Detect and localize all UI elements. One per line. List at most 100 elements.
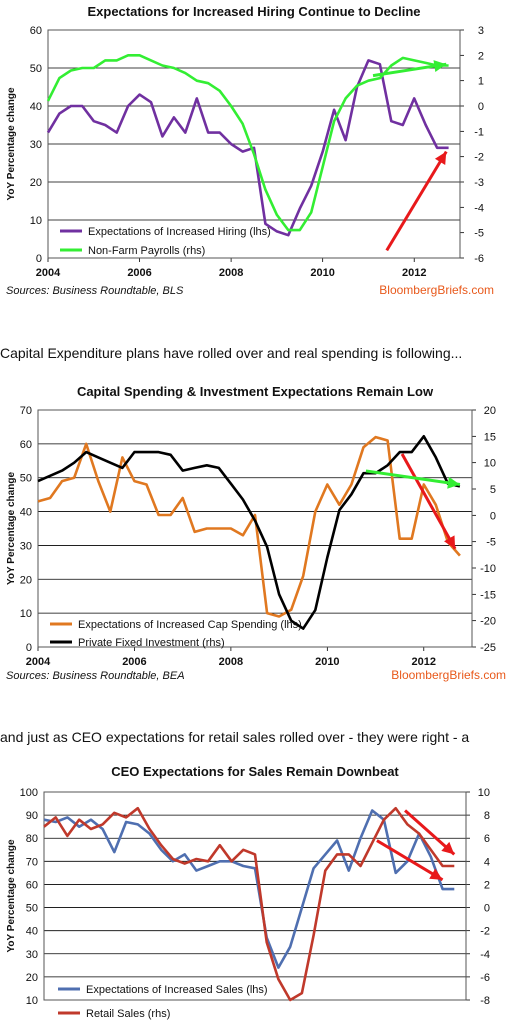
trend-arrow-0-shaft [385, 150, 448, 252]
trend-arrow-0-shaft [400, 453, 457, 550]
y-tick-label: 10 [20, 608, 32, 620]
caption-sales: and just as CEO expectations for retail … [0, 729, 470, 745]
source-note: Sources: Business Roundtable, BLS [6, 285, 184, 297]
trend-arrow-1-shaft [376, 839, 444, 882]
legend-label: Non-Farm Payrolls (rhs) [88, 245, 205, 257]
legend-label: Retail Sales (rhs) [86, 1008, 170, 1020]
y-tick-label: 90 [26, 810, 38, 822]
y2-tick-label: 10 [484, 458, 496, 470]
y-tick-label: 20 [26, 972, 38, 984]
legend-label: Expectations of Increased Sales (lhs) [86, 984, 268, 996]
y2-tick-label: -4 [480, 949, 490, 961]
y2-tick-label: -2 [480, 926, 490, 938]
y-tick-label: 30 [30, 139, 42, 151]
y-tick-label: 10 [30, 215, 42, 227]
y-axis-label: YoY Percentage change [6, 87, 17, 200]
y-tick-label: 40 [26, 926, 38, 938]
y2-tick-label: -20 [480, 616, 496, 628]
trend-arrow-0-head [441, 841, 455, 855]
y-tick-label: 40 [30, 101, 42, 113]
plot-frame [47, 29, 461, 259]
source-note: Sources: Business Roundtable, BEA [6, 670, 185, 682]
y2-tick-label: -15 [480, 589, 496, 601]
y2-tick-label: 10 [478, 787, 490, 799]
y2-tick-label: 15 [484, 431, 496, 443]
y2-tick-label: -3 [474, 177, 484, 189]
y2-tick-label: 8 [484, 810, 490, 822]
y2-tick-label: 0 [490, 510, 496, 522]
y2-tick-label: -5 [474, 228, 484, 240]
y2-tick-label: -6 [480, 972, 490, 984]
chart-title: Expectations for Increased Hiring Contin… [87, 4, 420, 19]
y2-tick-label: -6 [474, 253, 484, 265]
y-tick-label: 60 [30, 25, 42, 37]
y-tick-label: 0 [36, 253, 42, 265]
y2-tick-label: 3 [478, 25, 484, 37]
series-line-1 [46, 53, 449, 232]
trend-arrow-1-shaft [365, 469, 461, 486]
series-line-0 [46, 59, 449, 237]
x-tick-label: 2004 [36, 267, 61, 279]
chart-title: Capital Spending & Investment Expectatio… [77, 384, 434, 399]
y2-tick-label: -10 [480, 563, 496, 575]
trend-arrow-0-head [434, 151, 447, 165]
x-tick-label: 2006 [127, 267, 151, 279]
y2-tick-label: -8 [480, 995, 490, 1007]
y-tick-label: 50 [20, 473, 32, 485]
chart-title: CEO Expectations for Sales Remain Downbe… [111, 764, 399, 779]
trend-arrow-1-shaft [372, 62, 447, 78]
y-axis-label: YoY Percentage change [6, 472, 17, 585]
y2-tick-label: 2 [478, 50, 484, 62]
y-tick-label: 30 [20, 540, 32, 552]
trend-arrow-1-head [447, 476, 460, 489]
y-tick-label: 30 [26, 949, 38, 961]
legend-label: Expectations of Increased Cap Spending (… [78, 619, 302, 631]
y-tick-label: 100 [20, 787, 38, 799]
legend-label: Expectations of Increased Hiring (lhs) [88, 226, 271, 238]
chart-panel-sales: CEO Expectations for Sales Remain Downbe… [0, 760, 513, 1020]
trend-arrow-0-head [444, 535, 456, 549]
y2-tick-label: -4 [474, 202, 484, 214]
series-line-0 [37, 435, 461, 618]
series-line-1 [43, 806, 455, 1002]
series-line-0 [43, 809, 455, 969]
y2-tick-label: 0 [484, 903, 490, 915]
y-axis-label: YoY Percentage change [6, 839, 17, 952]
trend-arrow-1-head [429, 868, 443, 880]
y2-tick-label: -2 [474, 152, 484, 164]
y2-tick-label: -25 [480, 642, 496, 654]
y2-tick-label: 2 [484, 879, 490, 891]
y-tick-label: 50 [30, 63, 42, 75]
chart-panel-capex: Capital Spending & Investment Expectatio… [0, 380, 513, 690]
y2-tick-label: 0 [478, 101, 484, 113]
y2-tick-label: 5 [490, 484, 496, 496]
y-tick-label: 40 [20, 507, 32, 519]
caption-capex: Capital Expenditure plans have rolled ov… [0, 345, 463, 361]
y-tick-label: 80 [26, 833, 38, 845]
y-tick-label: 10 [26, 995, 38, 1007]
x-tick-label: 2010 [315, 656, 339, 668]
chart-panel-hiring: Expectations for Increased Hiring Contin… [0, 0, 513, 300]
hiring-chart: Expectations for Increased Hiring Contin… [6, 4, 494, 297]
capex-chart: Capital Spending & Investment Expectatio… [6, 384, 506, 682]
y2-tick-label: 4 [484, 856, 490, 868]
brand-label: BloombergBriefs.com [379, 283, 494, 297]
x-tick-label: 2008 [219, 656, 243, 668]
y-tick-label: 50 [26, 903, 38, 915]
x-tick-label: 2008 [219, 267, 243, 279]
y2-tick-label: 6 [484, 833, 490, 845]
y-tick-label: 70 [20, 405, 32, 417]
trend-arrow-1-head [433, 60, 447, 72]
x-tick-label: 2010 [310, 267, 334, 279]
plot-frame [37, 409, 473, 648]
series-line-1 [37, 434, 461, 630]
y-tick-label: 70 [26, 856, 38, 868]
plot-frame [43, 791, 467, 1001]
y-tick-label: 20 [30, 177, 42, 189]
sales-chart: CEO Expectations for Sales Remain Downbe… [6, 764, 490, 1020]
brand-label: BloombergBriefs.com [391, 668, 506, 682]
y2-tick-label: 20 [484, 405, 496, 417]
y2-tick-label: -5 [486, 537, 496, 549]
x-tick-label: 2006 [122, 656, 146, 668]
y-tick-label: 20 [20, 574, 32, 586]
